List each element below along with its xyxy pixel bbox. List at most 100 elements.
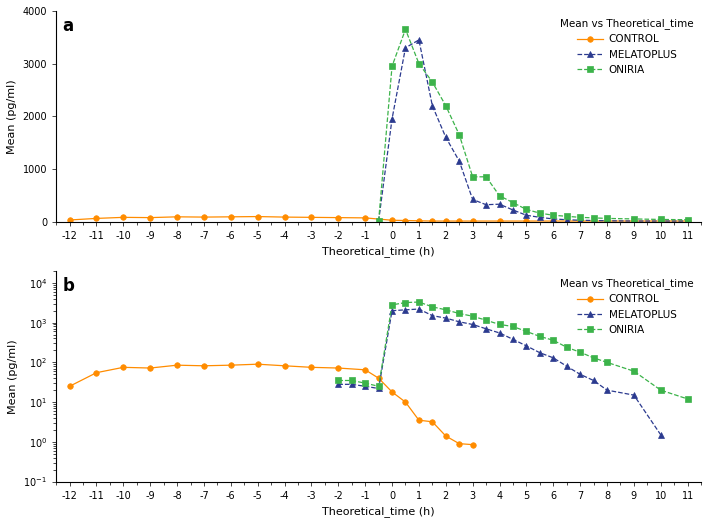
ONIRIA: [589, 355, 598, 361]
MELATOPLUS: [442, 315, 450, 321]
ONIRIA: [522, 329, 530, 335]
ONIRIA: [375, 383, 383, 389]
CONTROL: [200, 363, 208, 369]
CONTROL: [119, 214, 127, 221]
ONIRIA: [428, 79, 437, 85]
ONIRIA: [522, 206, 530, 213]
MELATOPLUS: [388, 116, 396, 122]
MELATOPLUS: [683, 218, 692, 224]
MELATOPLUS: [496, 201, 504, 208]
CONTROL: [656, 218, 665, 224]
MELATOPLUS: [375, 385, 383, 391]
Y-axis label: Mean (pg/ml): Mean (pg/ml): [8, 339, 18, 413]
MELATOPLUS: [576, 371, 584, 377]
CONTROL: [415, 417, 423, 423]
CONTROL: [469, 442, 477, 448]
MELATOPLUS: [629, 218, 638, 224]
MELATOPLUS: [469, 321, 477, 328]
CONTROL: [469, 218, 477, 224]
ONIRIA: [603, 215, 611, 222]
MELATOPLUS: [576, 217, 584, 223]
ONIRIA: [589, 215, 598, 221]
CONTROL: [549, 218, 557, 224]
MELATOPLUS: [482, 202, 491, 208]
CONTROL: [455, 218, 464, 224]
MELATOPLUS: [629, 392, 638, 398]
MELATOPLUS: [455, 158, 464, 164]
ONIRIA: [401, 299, 410, 305]
CONTROL: [401, 399, 410, 405]
MELATOPLUS: [603, 217, 611, 224]
MELATOPLUS: [562, 216, 571, 223]
CONTROL: [442, 218, 450, 224]
Y-axis label: Mean (pg/ml): Mean (pg/ml): [7, 79, 17, 154]
CONTROL: [92, 369, 101, 376]
CONTROL: [496, 218, 504, 224]
MELATOPLUS: [469, 196, 477, 203]
ONIRIA: [455, 132, 464, 138]
CONTROL: [65, 383, 74, 389]
CONTROL: [119, 364, 127, 370]
MELATOPLUS: [361, 383, 370, 389]
ONIRIA: [482, 317, 491, 323]
ONIRIA: [509, 200, 518, 206]
MELATOPLUS: [549, 216, 557, 222]
CONTROL: [428, 419, 437, 425]
ONIRIA: [442, 103, 450, 109]
ONIRIA: [388, 63, 396, 69]
MELATOPLUS: [509, 207, 518, 213]
MELATOPLUS: [348, 381, 356, 387]
MELATOPLUS: [549, 355, 557, 361]
ONIRIA: [496, 193, 504, 199]
Legend: CONTROL, MELATOPLUS, ONIRIA: CONTROL, MELATOPLUS, ONIRIA: [558, 16, 696, 77]
MELATOPLUS: [415, 306, 423, 312]
MELATOPLUS: [535, 214, 544, 221]
Line: MELATOPLUS: MELATOPLUS: [376, 37, 690, 224]
ONIRIA: [562, 344, 571, 351]
ONIRIA: [415, 60, 423, 67]
Text: b: b: [62, 277, 74, 295]
ONIRIA: [509, 323, 518, 330]
Line: CONTROL: CONTROL: [67, 214, 690, 224]
ONIRIA: [415, 299, 423, 305]
CONTROL: [388, 389, 396, 395]
MELATOPLUS: [428, 312, 437, 319]
ONIRIA: [455, 310, 464, 316]
CONTROL: [428, 218, 437, 224]
MELATOPLUS: [603, 387, 611, 394]
CONTROL: [146, 214, 154, 221]
CONTROL: [375, 375, 383, 381]
ONIRIA: [656, 387, 665, 394]
ONIRIA: [683, 216, 692, 223]
ONIRIA: [562, 213, 571, 220]
ONIRIA: [603, 359, 611, 366]
CONTROL: [280, 363, 289, 369]
Line: CONTROL: CONTROL: [67, 362, 476, 447]
X-axis label: Theoretical_time (h): Theoretical_time (h): [322, 246, 435, 257]
CONTROL: [253, 361, 262, 367]
CONTROL: [173, 214, 181, 220]
CONTROL: [361, 215, 370, 221]
MELATOPLUS: [455, 319, 464, 325]
ONIRIA: [576, 214, 584, 221]
MELATOPLUS: [562, 363, 571, 369]
CONTROL: [227, 362, 235, 368]
Line: ONIRIA: ONIRIA: [376, 27, 690, 224]
MELATOPLUS: [589, 217, 598, 224]
ONIRIA: [428, 304, 437, 310]
CONTROL: [522, 218, 530, 224]
MELATOPLUS: [428, 103, 437, 109]
ONIRIA: [442, 307, 450, 313]
ONIRIA: [576, 349, 584, 355]
Legend: CONTROL, MELATOPLUS, ONIRIA: CONTROL, MELATOPLUS, ONIRIA: [558, 276, 696, 337]
ONIRIA: [348, 377, 356, 384]
CONTROL: [603, 218, 611, 224]
ONIRIA: [629, 216, 638, 222]
CONTROL: [146, 365, 154, 371]
MELATOPLUS: [589, 377, 598, 384]
MELATOPLUS: [442, 134, 450, 140]
MELATOPLUS: [401, 45, 410, 51]
MELATOPLUS: [334, 381, 343, 387]
CONTROL: [629, 218, 638, 224]
CONTROL: [253, 213, 262, 220]
